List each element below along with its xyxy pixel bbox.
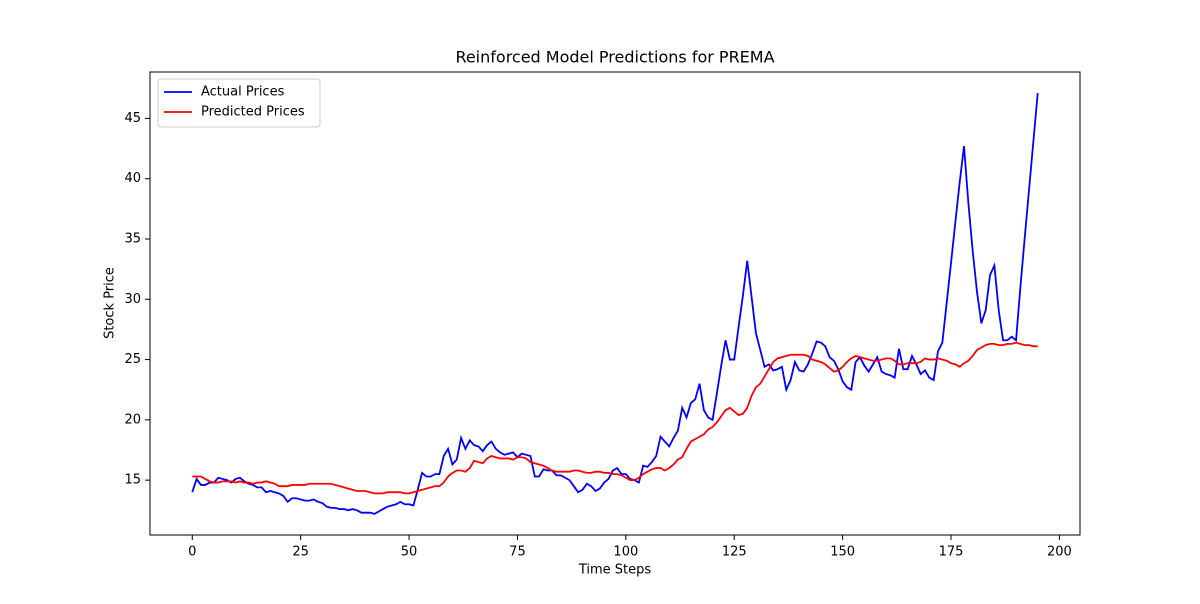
x-tick-label: 50 <box>401 545 418 560</box>
y-tick-label: 35 <box>124 231 141 246</box>
x-tick-label: 25 <box>292 545 309 560</box>
y-tick-label: 25 <box>124 352 141 367</box>
y-tick-label: 20 <box>124 412 141 427</box>
y-tick-label: 30 <box>124 292 141 307</box>
legend-label: Predicted Prices <box>201 105 305 120</box>
legend-label: Actual Prices <box>201 85 285 100</box>
plot-frame <box>149 71 1081 536</box>
x-axis-label: Time Steps <box>578 563 652 578</box>
x-tick-label: 175 <box>939 545 964 560</box>
x-tick-label: 100 <box>613 545 638 560</box>
x-tick-label: 0 <box>188 545 196 560</box>
chart-title: Reinforced Model Predictions for PREMA <box>455 48 774 67</box>
series-line <box>192 341 1038 495</box>
x-tick-label: 200 <box>1047 545 1072 560</box>
x-tick-label: 150 <box>830 545 855 560</box>
legend: Actual Prices Predicted Prices <box>157 78 321 128</box>
y-axis-label: Stock Price <box>103 267 118 339</box>
y-tick-label: 40 <box>124 171 141 186</box>
y-tick-label: 45 <box>124 111 141 126</box>
x-tick-label: 125 <box>722 545 747 560</box>
x-tick-label: 75 <box>509 545 526 560</box>
y-tick-label: 15 <box>124 473 141 488</box>
legend-box <box>157 78 321 128</box>
